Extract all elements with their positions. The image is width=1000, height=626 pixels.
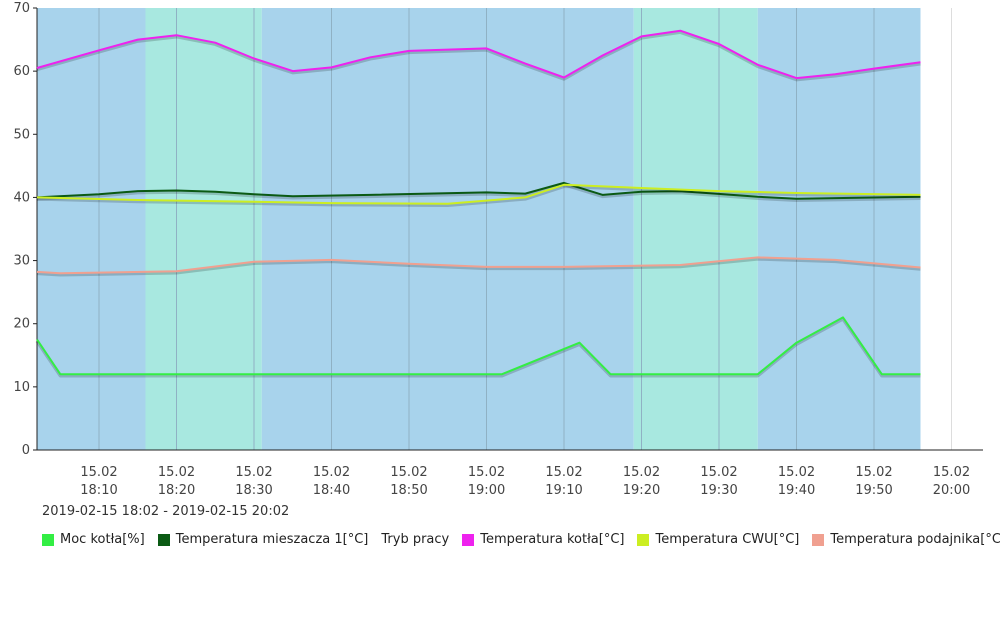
- axes: [36, 8, 983, 451]
- series-line-5: [36, 256, 921, 275]
- grid-lines: [98, 8, 952, 450]
- work-mode-bands: [37, 8, 921, 450]
- work-mode-band-2: [261, 8, 634, 450]
- x-tick-date: 15.02: [778, 465, 815, 480]
- legend-item-3[interactable]: Temperatura kotła[°C]: [462, 532, 624, 547]
- y-tick-label: 0: [22, 443, 30, 458]
- legend-item-0[interactable]: Moc kotła[%]: [42, 532, 145, 547]
- y-tick-label: 70: [13, 1, 30, 16]
- series-shadow-3: [36, 30, 921, 82]
- x-tick-date: 15.02: [468, 465, 505, 480]
- legend: Moc kotła[%] Temperatura mieszacza 1[°C] T…: [42, 532, 1000, 547]
- y-tick-label: 20: [13, 317, 30, 332]
- series-shadow-1: [36, 182, 921, 202]
- x-tick-time: 19:40: [778, 483, 815, 498]
- legend-swatch: [812, 533, 825, 546]
- legend-label: Temperatura mieszacza 1[°C]: [175, 532, 369, 547]
- x-tick-date: 15.02: [623, 465, 660, 480]
- legend-label: Temperatura kotła[°C]: [480, 532, 625, 547]
- legend-swatch: [637, 533, 650, 546]
- legend-label: Temperatura CWU[°C]: [655, 532, 800, 547]
- x-tick-date: 15.02: [80, 465, 117, 480]
- date-range: 2019-02-15 18:02 - 2019-02-15 20:02: [42, 504, 290, 519]
- y-tick-label: 50: [13, 127, 30, 142]
- y-tick-label: 60: [13, 64, 30, 79]
- legend-item-1[interactable]: Temperatura mieszacza 1[°C]: [157, 532, 369, 547]
- x-tick-time: 18:40: [313, 483, 350, 498]
- x-tick-time: 20:00: [933, 483, 970, 498]
- x-tick-time: 19:20: [623, 483, 660, 498]
- x-tick-date: 15.02: [158, 465, 195, 480]
- x-tick-time: 19:30: [700, 483, 737, 498]
- series-line-0: [36, 316, 921, 376]
- x-tick-time: 19:10: [545, 483, 582, 498]
- y-tick-label: 40: [13, 190, 30, 205]
- legend-swatch: [42, 533, 54, 546]
- legend-swatch: [157, 533, 170, 546]
- work-mode-band-1: [145, 8, 262, 450]
- x-tick-date: 15.02: [700, 465, 737, 480]
- legend-swatch: [462, 533, 475, 546]
- series-line-1: [36, 181, 921, 200]
- legend-label: Tryb pracy: [381, 532, 450, 547]
- series-line-4: [36, 183, 921, 205]
- work-mode-band-3: [633, 8, 758, 450]
- legend-item-2[interactable]: Tryb pracy: [381, 532, 449, 547]
- series-shadow-4: [36, 184, 921, 207]
- x-tick-time: 19:00: [468, 483, 505, 498]
- x-tick-date: 15.02: [933, 465, 970, 480]
- x-tick-date: 15.02: [390, 465, 427, 480]
- work-mode-band-4: [757, 8, 921, 450]
- series-lines: [35, 29, 921, 378]
- series-line-3: [36, 29, 921, 80]
- legend-label: Moc kotła[%]: [60, 532, 145, 547]
- x-tick-date: 15.02: [545, 465, 582, 480]
- x-tick-time: 19:50: [855, 483, 892, 498]
- x-tick-time: 18:50: [390, 483, 427, 498]
- x-tick-date: 15.02: [235, 465, 272, 480]
- x-tick-time: 18:30: [235, 483, 272, 498]
- x-tick-time: 18:10: [80, 483, 117, 498]
- x-tick-time: 18:20: [158, 483, 195, 498]
- x-axis-ticks: 15.02 18:10 15.02 18:20 15.02 18:30 15.02 18:40…: [80, 465, 970, 498]
- y-axis-ticks: 0 10 20 30 40 50 60 70: [13, 1, 37, 458]
- y-tick-label: 30: [13, 254, 30, 269]
- y-tick-label: 10: [13, 380, 30, 395]
- legend-label: Temperatura podajnika[°C]: [830, 532, 1000, 547]
- legend-item-4[interactable]: Temperatura CWU[°C]: [637, 532, 799, 547]
- x-tick-date: 15.02: [855, 465, 892, 480]
- work-mode-band-0: [37, 8, 146, 450]
- x-tick-date: 15.02: [313, 465, 350, 480]
- legend-item-5[interactable]: Temperatura podajnika[°C]: [812, 532, 1000, 547]
- series-shadow-5: [36, 257, 921, 277]
